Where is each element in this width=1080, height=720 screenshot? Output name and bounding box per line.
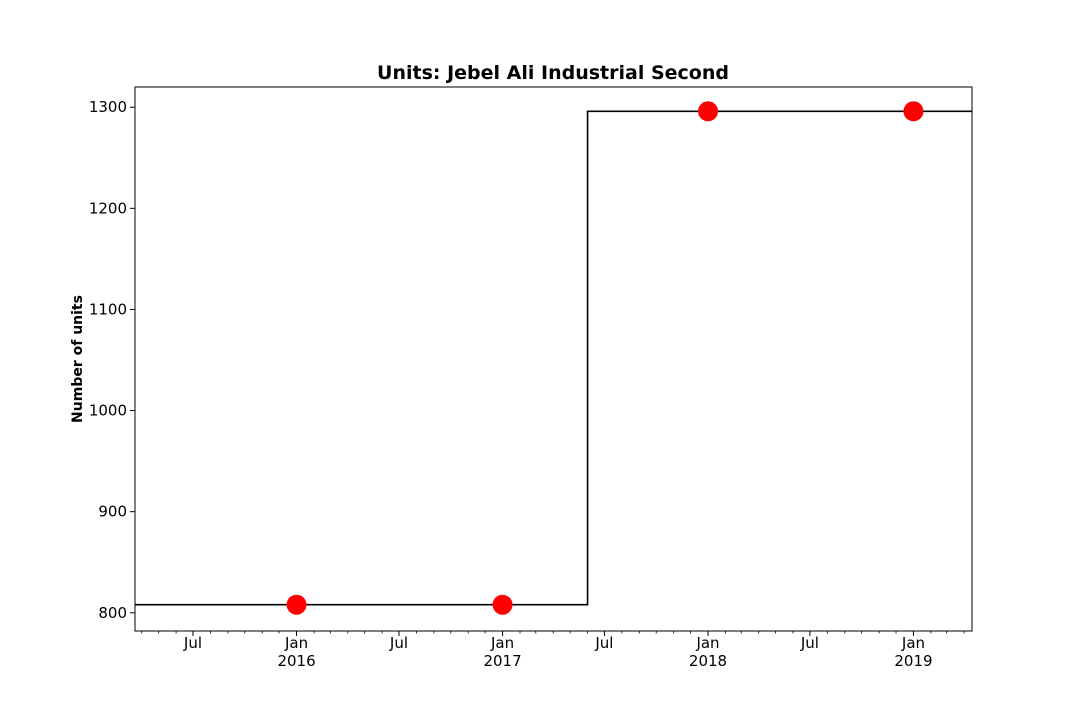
y-tick-label: 1100 — [89, 300, 127, 318]
y-tick-label: 1200 — [89, 199, 127, 217]
data-point — [903, 101, 924, 122]
x-tick-label: Jan — [901, 634, 925, 652]
x-tick-year-label: 2016 — [277, 652, 315, 670]
data-point — [286, 594, 307, 615]
x-tick-label: Jan — [490, 634, 514, 652]
y-tick-label: 1300 — [89, 98, 127, 116]
data-point — [698, 101, 719, 122]
x-tick-label: Jan — [284, 634, 308, 652]
y-tick-label: 900 — [98, 503, 127, 521]
step-line — [135, 110, 972, 606]
x-tick-label: Jul — [389, 634, 408, 652]
x-tick-label: Jul — [594, 634, 613, 652]
y-tick-label: 1000 — [89, 402, 127, 420]
y-axis-label: Number of units — [70, 295, 86, 423]
x-tick-year-label: 2019 — [894, 652, 932, 670]
chart-title: Units: Jebel Ali Industrial Second — [377, 62, 729, 84]
plot-frame — [134, 86, 973, 632]
x-tick-label: Jan — [695, 634, 719, 652]
x-tick-year-label: 2017 — [483, 652, 521, 670]
y-tick-label: 800 — [98, 604, 127, 622]
x-tick-label: Jul — [183, 634, 202, 652]
x-tick-label: Jul — [800, 634, 819, 652]
data-point — [492, 594, 513, 615]
x-tick-year-label: 2018 — [689, 652, 727, 670]
